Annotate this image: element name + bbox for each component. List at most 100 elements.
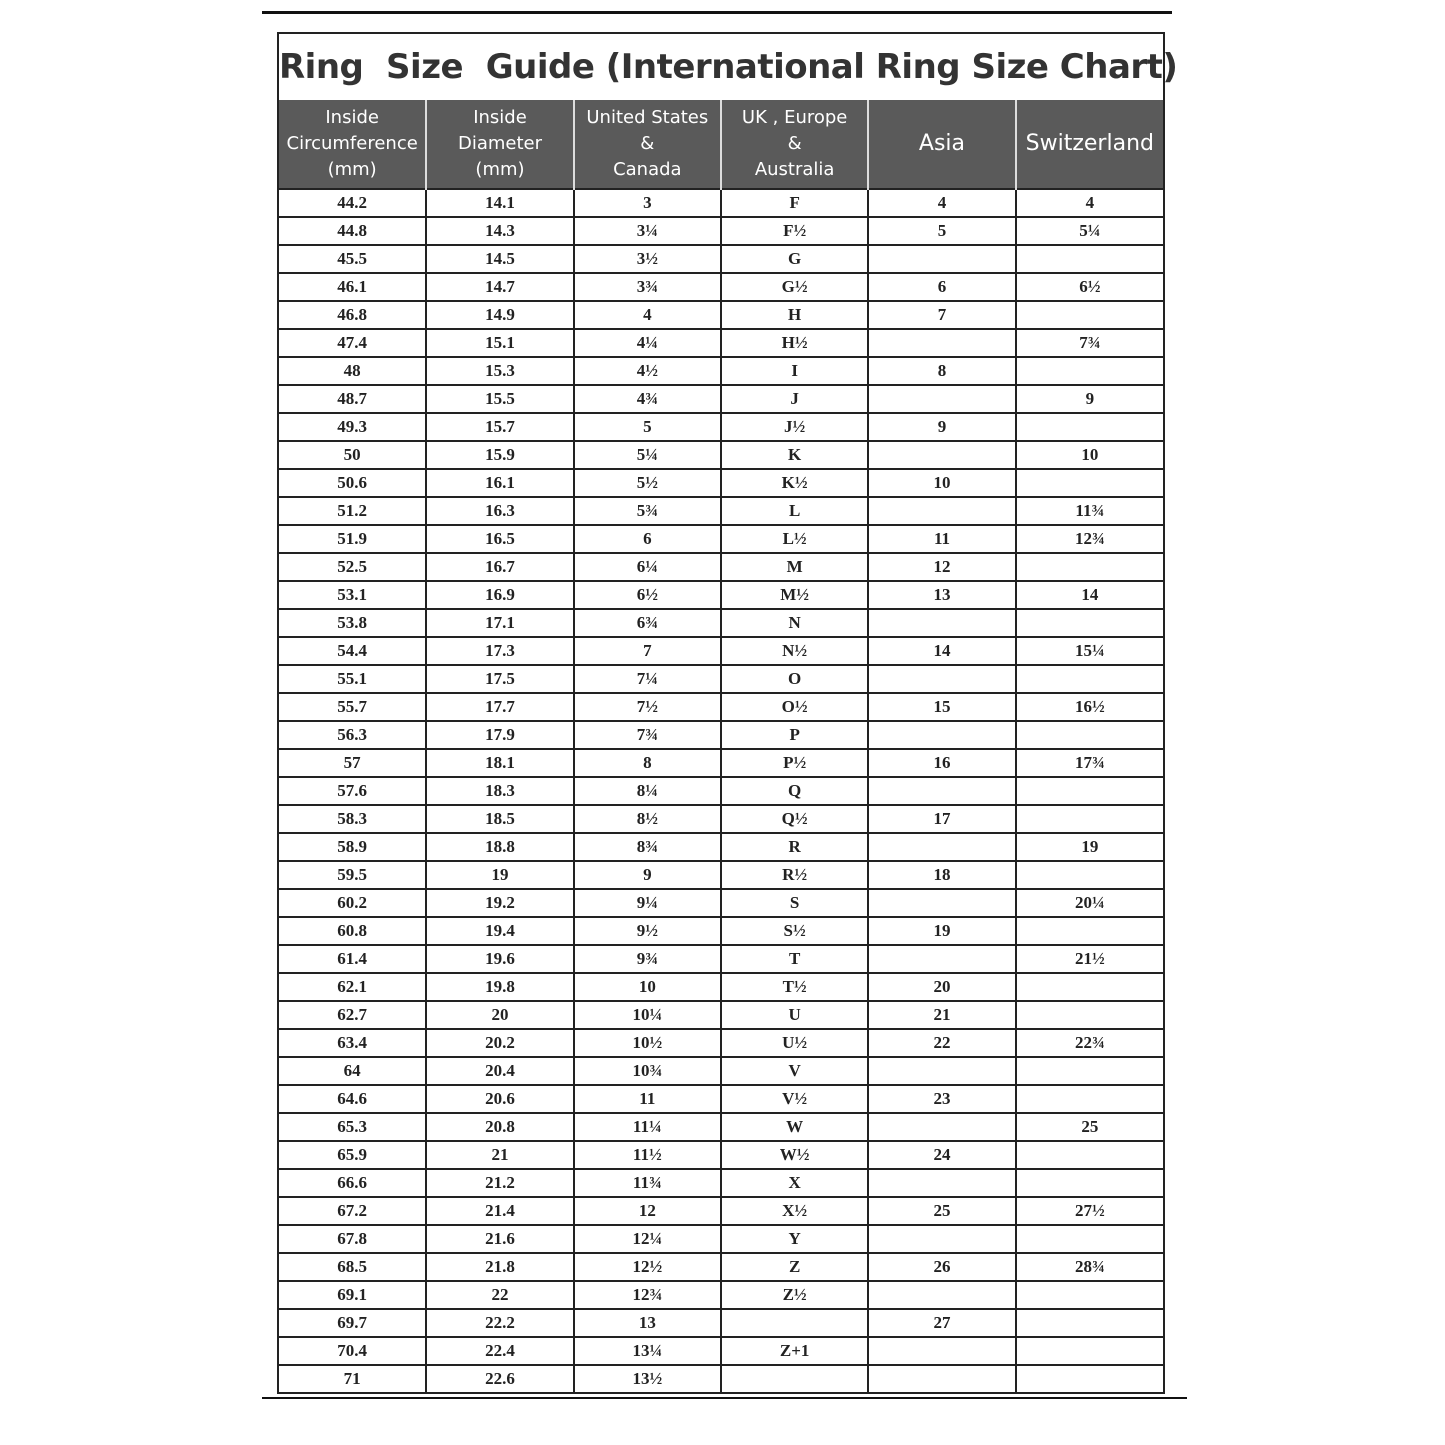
table-cell: 10¼: [572, 1000, 722, 1030]
table-cell: 7¼: [572, 664, 722, 694]
table-cell: Z: [719, 1252, 870, 1282]
table-row: 54.4 17.3 7 N½ 14 15¼: [279, 636, 1163, 666]
table-cell: 12¾: [1014, 524, 1163, 554]
table-cell: 22.2: [425, 1308, 575, 1338]
table-row: 66.6 21.2 11¾ X: [279, 1168, 1163, 1198]
table-row: 70.4 22.4 13¼ Z+1: [279, 1336, 1163, 1366]
table-row: 50.6 16.1 5½ K½ 10: [279, 468, 1163, 498]
table-cell: 18.5: [425, 804, 575, 834]
table-cell: 23: [867, 1084, 1017, 1114]
column-header: United States & Canada: [572, 100, 721, 189]
table-cell: 16: [867, 748, 1017, 778]
table-cell: W: [719, 1112, 870, 1142]
table-cell: 47.4: [279, 328, 428, 358]
table-cell: 20.6: [425, 1084, 575, 1114]
table-cell: 44.2: [279, 188, 428, 218]
table-cell: [867, 944, 1017, 974]
table-cell: 8: [867, 356, 1017, 386]
table-cell: [867, 1364, 1017, 1392]
table-cell: [867, 776, 1017, 806]
table-cell: 62.1: [279, 972, 428, 1002]
table-cell: 20.2: [425, 1028, 575, 1058]
table-cell: 18.8: [425, 832, 575, 862]
table-cell: U½: [719, 1028, 870, 1058]
table-cell: [1014, 244, 1163, 274]
table-cell: 50: [279, 440, 428, 470]
table-row: 52.5 16.7 6¼ M 12: [279, 552, 1163, 582]
table-cell: 22: [867, 1028, 1017, 1058]
table-cell: 10½: [572, 1028, 722, 1058]
table-cell: 5¾: [572, 496, 722, 526]
table-cell: 14.1: [425, 188, 575, 218]
table-row: 60.8 19.4 9½ S½ 19: [279, 916, 1163, 946]
table-cell: 14: [1014, 580, 1163, 610]
table-cell: 21: [867, 1000, 1017, 1030]
table-cell: 17.9: [425, 720, 575, 750]
table-cell: [867, 1168, 1017, 1198]
table-cell: O: [719, 664, 870, 694]
table-cell: 48: [279, 356, 428, 386]
table-cell: 48.7: [279, 384, 428, 414]
table-cell: 17.7: [425, 692, 575, 722]
table-cell: 16.9: [425, 580, 575, 610]
table-cell: 6½: [572, 580, 722, 610]
table-cell: 22.4: [425, 1336, 575, 1366]
table-row: 53.1 16.9 6½ M½ 13 14: [279, 580, 1163, 610]
table-row: 47.4 15.1 4¼ H½ 7¾: [279, 328, 1163, 358]
table-cell: [867, 888, 1017, 918]
table-cell: [867, 1224, 1017, 1254]
table-cell: S: [719, 888, 870, 918]
table-cell: 52.5: [279, 552, 428, 582]
table-cell: 11: [867, 524, 1017, 554]
table-cell: 15¼: [1014, 636, 1163, 666]
column-header: UK , Europe & Australia: [719, 100, 869, 189]
table-cell: 20.8: [425, 1112, 575, 1142]
table-cell: 19: [1014, 832, 1163, 862]
table-cell: 26: [867, 1252, 1017, 1282]
table-cell: 20¼: [1014, 888, 1163, 918]
table-cell: [867, 664, 1017, 694]
table-cell: 60.2: [279, 888, 428, 918]
table-row: 63.4 20.2 10½ U½ 22 22¾: [279, 1028, 1163, 1058]
table-cell: 17¾: [1014, 748, 1163, 778]
table-cell: 25: [867, 1196, 1017, 1226]
table-cell: [867, 608, 1017, 638]
table-row: 65.9 21 11½ W½ 24: [279, 1140, 1163, 1170]
table-cell: 65.3: [279, 1112, 428, 1142]
table-cell: F½: [719, 216, 870, 246]
column-header: Inside Circumference (mm): [279, 100, 427, 189]
chart-frame: Ring Size Guide (International Ring Size…: [277, 32, 1178, 1394]
table-cell: 69.1: [279, 1280, 428, 1310]
table-cell: 9: [867, 412, 1017, 442]
table-cell: 20: [425, 1000, 575, 1030]
table-cell: 66.6: [279, 1168, 428, 1198]
table-cell: 19: [867, 916, 1017, 946]
table-cell: P½: [719, 748, 870, 778]
table-cell: 8½: [572, 804, 722, 834]
table-cell: [1014, 1336, 1163, 1366]
table-cell: 59.5: [279, 860, 428, 890]
table-cell: 57.6: [279, 776, 428, 806]
table-cell: [1014, 1364, 1163, 1392]
table-cell: Z+1: [719, 1336, 870, 1366]
table-row: 48 15.3 4½ I 8: [279, 356, 1163, 386]
table-row: 71 22.6 13½: [279, 1364, 1163, 1392]
table-cell: 15.1: [425, 328, 575, 358]
table-row: 69.7 22.2 13 27: [279, 1308, 1163, 1338]
table-cell: 5: [572, 412, 722, 442]
table-cell: T: [719, 944, 870, 974]
table-cell: [1014, 1084, 1163, 1114]
table-cell: 14: [867, 636, 1017, 666]
table-cell: N: [719, 608, 870, 638]
table-cell: 9¾: [572, 944, 722, 974]
table-cell: 44.8: [279, 216, 428, 246]
table-cell: 9½: [572, 916, 722, 946]
table-cell: 21: [425, 1140, 575, 1170]
table-row: 67.8 21.6 12¼ Y: [279, 1224, 1163, 1254]
table-cell: [867, 720, 1017, 750]
table-cell: 14.3: [425, 216, 575, 246]
table-cell: G: [719, 244, 870, 274]
table-cell: 8¼: [572, 776, 722, 806]
table-cell: 27: [867, 1308, 1017, 1338]
table-cell: V½: [719, 1084, 870, 1114]
